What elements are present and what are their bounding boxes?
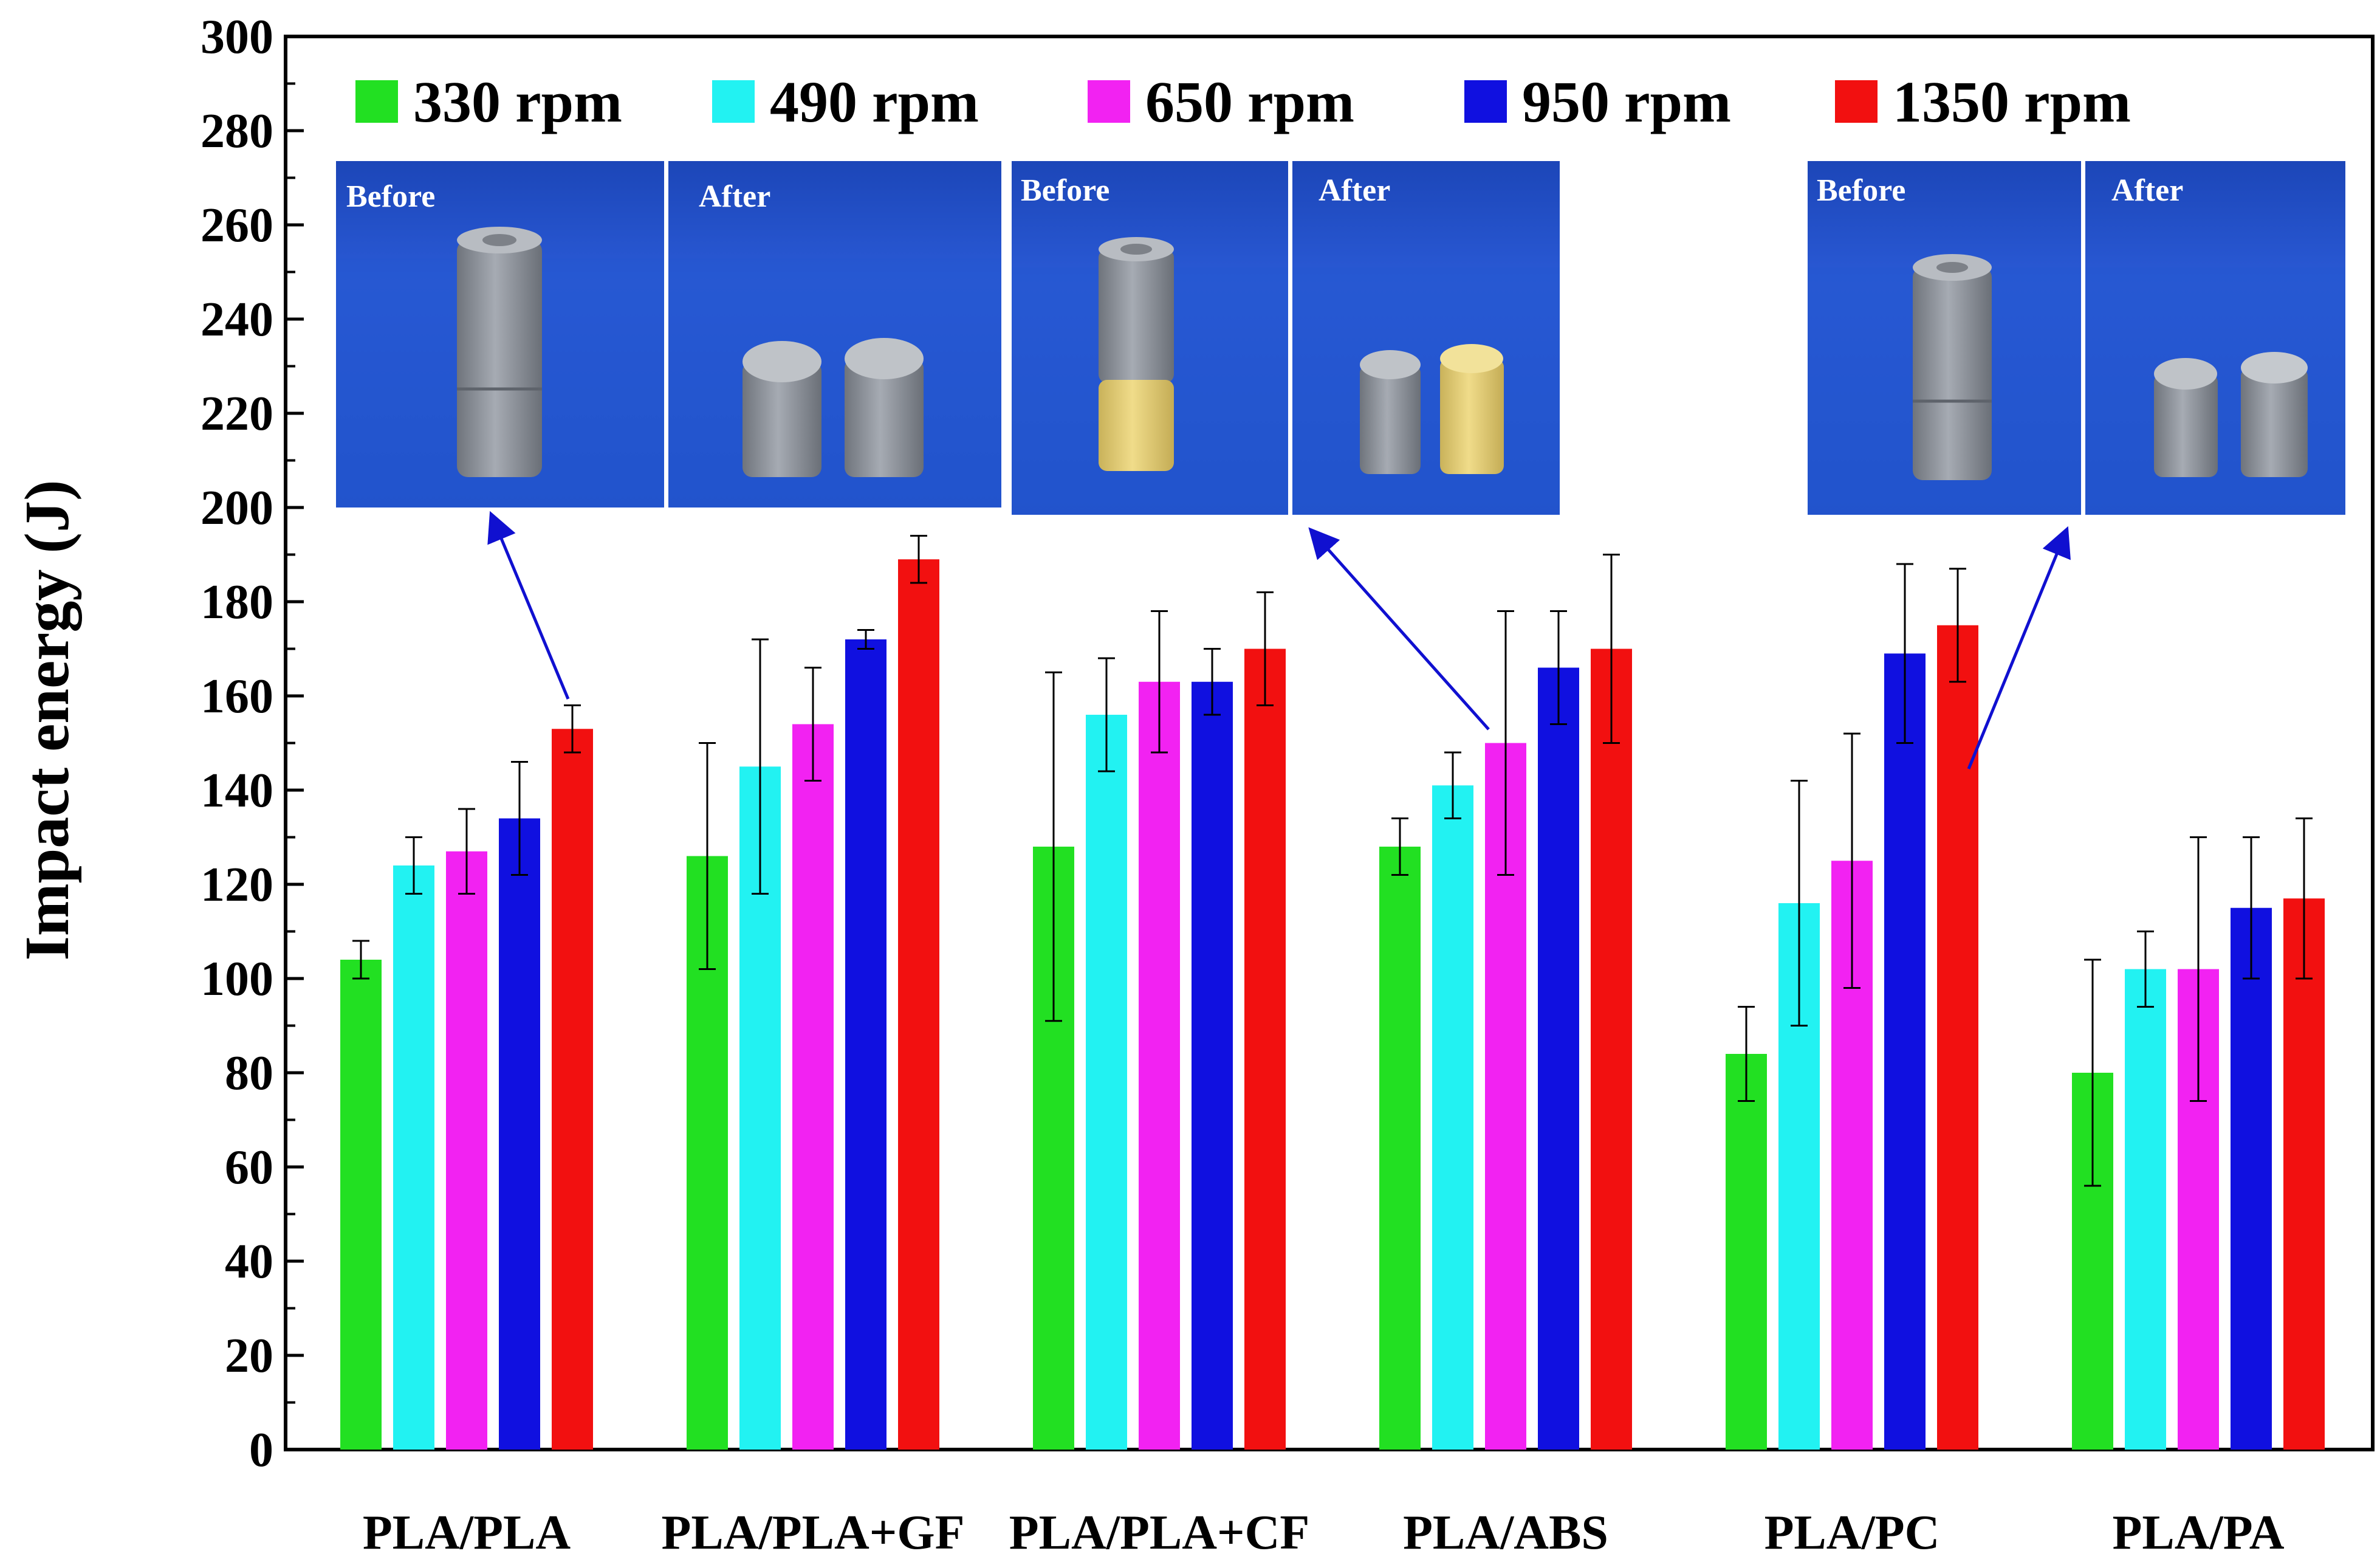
photo-after-label: After <box>699 179 770 214</box>
inset-photo-pla-pla: Before After <box>336 161 1001 507</box>
y-axis-title: Impact energy (J) <box>12 480 82 960</box>
photo-before-label: Before <box>1021 173 1109 208</box>
legend-label: 650 rpm <box>1145 69 1354 134</box>
legend-label: 950 rpm <box>1522 69 1731 134</box>
y-axis: 0 20 40 60 80 100 120 140 160 180 200 220 240 260 280 3… <box>201 10 304 1477</box>
y-tick-label: 200 <box>201 481 273 535</box>
y-tick-label: 180 <box>201 576 273 629</box>
x-category-label: PLA/PLA <box>363 1506 571 1560</box>
bar <box>446 851 487 1450</box>
x-category-label: PLA/PLA+CF <box>1009 1506 1309 1560</box>
legend-swatch <box>355 80 398 123</box>
bar <box>1538 667 1579 1450</box>
broken-cylinders-image <box>1360 344 1504 474</box>
y-tick-label: 240 <box>201 293 273 346</box>
y-tick-label: 160 <box>201 670 273 723</box>
photo-before-label: Before <box>346 179 435 214</box>
y-tick-label: 80 <box>225 1047 273 1100</box>
y-tick-label: 60 <box>225 1141 273 1194</box>
bar <box>792 724 834 1450</box>
photo-after-panel: After <box>2085 161 2345 515</box>
y-tick-label: 100 <box>201 952 273 1006</box>
x-category-label: PLA/PA <box>2113 1506 2285 1560</box>
arrow-pla-abs <box>1308 527 1490 731</box>
y-tick-label: 120 <box>201 858 273 912</box>
y-tick-label: 260 <box>201 199 273 252</box>
cylinder-stack-image <box>1099 237 1174 471</box>
bar <box>2283 898 2325 1450</box>
photo-after-label: After <box>2111 173 2183 208</box>
photo-before-panel: Before <box>1808 161 2081 515</box>
legend: 330 rpm 490 rpm 650 rpm 950 rpm 1350 rpm <box>355 69 2131 134</box>
bar <box>1432 785 1473 1450</box>
arrow-pla-pla <box>487 511 570 700</box>
legend-label: 490 rpm <box>770 69 979 134</box>
legend-swatch <box>712 80 755 123</box>
cylinder-stack-image <box>1913 254 1992 480</box>
legend-label: 1350 rpm <box>1893 69 2131 134</box>
photo-before-label: Before <box>1817 173 1905 208</box>
inset-photo-pla-pc: Before After <box>1808 161 2345 515</box>
legend-label: 330 rpm <box>413 69 622 134</box>
arrow-pla-pc <box>1967 526 2071 769</box>
bars-layer <box>340 535 2325 1450</box>
photo-before-panel: Before <box>336 161 664 507</box>
bar <box>1591 649 1632 1450</box>
cylinder-stack-image <box>457 227 542 477</box>
y-tick-label: 0 <box>249 1423 273 1477</box>
bar <box>2125 969 2166 1450</box>
bar <box>1139 681 1180 1450</box>
x-category-label: PLA/PC <box>1764 1506 1940 1560</box>
bar <box>2231 907 2272 1450</box>
bar <box>499 818 540 1450</box>
bar <box>393 865 434 1450</box>
bar <box>845 639 886 1450</box>
inset-photo-pla-abs: Before After <box>1012 161 1560 515</box>
x-category-label: PLA/PLA+GF <box>662 1506 965 1560</box>
y-tick-label: 40 <box>225 1235 273 1288</box>
bar <box>1884 653 1926 1450</box>
x-axis-labels: PLA/PLA PLA/PLA+GF PLA/PLA+CF PLA/ABS PLA/PC… <box>363 1506 2285 1560</box>
bar <box>340 960 382 1450</box>
legend-swatch <box>1088 80 1130 123</box>
y-tick-label: 140 <box>201 764 273 817</box>
bar <box>1379 847 1421 1450</box>
bar <box>1086 715 1127 1450</box>
bar <box>1937 625 1978 1450</box>
legend-swatch <box>1835 80 1878 123</box>
photo-after-panel: After <box>1292 161 1560 515</box>
legend-swatch <box>1464 80 1507 123</box>
bar <box>898 559 939 1450</box>
bar <box>1244 649 1286 1450</box>
y-tick-label: 220 <box>201 387 273 441</box>
y-tick-label: 280 <box>201 105 273 158</box>
bar <box>1726 1054 1767 1450</box>
x-category-label: PLA/ABS <box>1403 1506 1608 1560</box>
broken-cylinders-image <box>742 338 924 477</box>
bar <box>552 729 593 1450</box>
photo-after-label: After <box>1319 173 1390 208</box>
photo-before-panel: Before <box>1012 161 1288 515</box>
photo-after-panel: After <box>668 161 1001 507</box>
broken-cylinders-image <box>2154 352 2308 477</box>
y-tick-label: 20 <box>225 1329 273 1383</box>
annotation-arrows <box>487 511 2071 769</box>
bar <box>1192 681 1233 1450</box>
y-tick-label: 300 <box>201 10 273 64</box>
